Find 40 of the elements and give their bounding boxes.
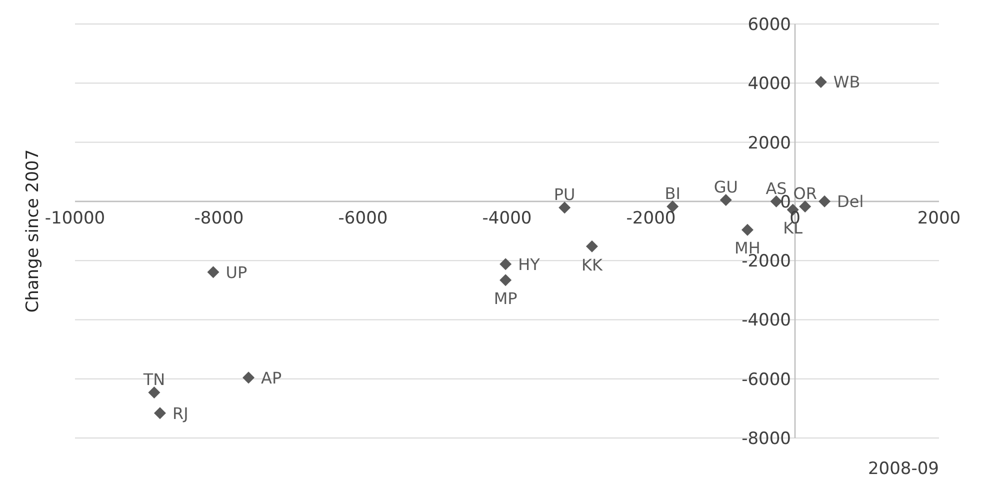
series-label: KK (581, 255, 603, 274)
series-label: Del (837, 192, 864, 212)
x-tick-label: -10000 (44, 208, 106, 228)
x-tick-label: -6000 (338, 208, 388, 228)
point (500, 258, 512, 270)
y-tick-label: -4000 (742, 310, 791, 331)
series-label: UP (226, 262, 248, 282)
x-axis-title: 2008-09 (868, 459, 939, 479)
y-tick-label: -8000 (742, 429, 791, 449)
point (154, 407, 166, 420)
series-label: PU (554, 185, 576, 204)
point (242, 372, 255, 384)
series-label: BI (664, 184, 680, 203)
series-label: RJ (172, 404, 188, 423)
series-label: GU (714, 177, 738, 196)
series-label: AP (261, 368, 282, 388)
point (818, 195, 831, 208)
x-tick-label: -4000 (482, 208, 532, 228)
series-label: TN (142, 370, 166, 389)
y-tick-label: 4000 (748, 74, 791, 94)
point (558, 202, 571, 214)
x-tick-label: -8000 (194, 208, 244, 228)
x-tick-label: -2000 (626, 208, 676, 228)
y-tick-label: -6000 (742, 370, 791, 390)
series-label: WB (833, 72, 860, 92)
series-label: OR (793, 184, 817, 203)
point (814, 76, 827, 88)
point (148, 386, 160, 398)
point (799, 200, 812, 212)
x-tick-label: 2000 (917, 208, 961, 228)
y-tick-label: 6000 (748, 15, 791, 35)
point (586, 240, 598, 252)
point (500, 274, 512, 286)
series-label: HY (518, 254, 540, 274)
point (720, 194, 732, 206)
point (741, 224, 754, 236)
point (207, 266, 220, 278)
series-label: MP (494, 288, 518, 308)
y-axis-title: Change since 2007 (23, 149, 44, 313)
y-tick-label: 2000 (748, 133, 791, 154)
